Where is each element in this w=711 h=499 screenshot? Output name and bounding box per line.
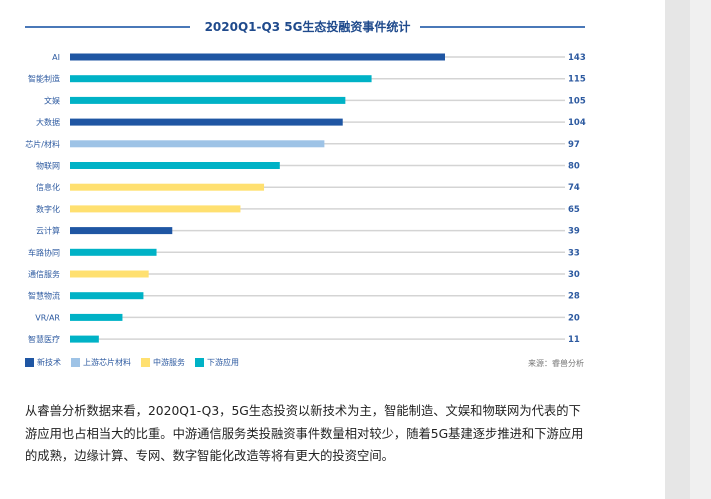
value-label: 28 [568, 292, 580, 302]
legend-swatch [71, 358, 80, 367]
legend-label: 中游服务 [153, 358, 185, 367]
category-label: 智能制造 [28, 74, 60, 84]
category-label: VR/AR [35, 313, 60, 322]
bar [70, 96, 346, 104]
category-label: 智慧物流 [28, 291, 60, 301]
source-note: 来源：睿兽分析 [528, 359, 584, 368]
bar [70, 335, 99, 343]
bar [70, 118, 343, 126]
category-label: 大数据 [36, 117, 60, 127]
category-label: 通信服务 [28, 269, 60, 279]
legend-swatch [141, 358, 150, 367]
chart-title: 2020Q1-Q3 5G生态投融资事件统计 [204, 20, 411, 34]
scroll-gutter [665, 0, 690, 499]
bar [70, 140, 325, 148]
category-label: 物联网 [36, 161, 60, 171]
value-label: 33 [568, 248, 580, 258]
legend: 新技术 上游芯片材料 中游服务 下游应用 [25, 357, 239, 368]
legend-label: 上游芯片材料 [83, 358, 131, 367]
value-label: 74 [568, 183, 580, 193]
bar [70, 248, 157, 256]
category-label: AI [52, 53, 60, 62]
value-label: 104 [568, 118, 586, 128]
bar [70, 75, 372, 83]
legend-item: 上游芯片材料 [71, 357, 131, 368]
bar [70, 313, 123, 321]
legend-swatch [195, 358, 204, 367]
category-label: 芯片/材料 [25, 139, 60, 149]
title-rule-left [25, 26, 190, 28]
value-label: 115 [568, 75, 586, 85]
value-label: 80 [568, 162, 580, 172]
legend-item: 中游服务 [141, 357, 185, 368]
category-label: 数字化 [36, 204, 60, 214]
bar [70, 227, 173, 235]
value-label: 143 [568, 53, 586, 63]
legend-item: 新技术 [25, 357, 61, 368]
value-label: 97 [568, 140, 580, 150]
category-label: 云计算 [36, 226, 60, 236]
value-label: 30 [568, 270, 580, 280]
bar [70, 183, 265, 191]
bar [70, 205, 241, 213]
value-label: 20 [568, 313, 580, 323]
legend-label: 下游应用 [207, 358, 239, 367]
value-label: 39 [568, 227, 580, 237]
scrollbar-track[interactable] [690, 0, 711, 499]
bar [70, 270, 149, 278]
value-label: 105 [568, 96, 586, 106]
category-label: 智慧医疗 [28, 334, 60, 344]
title-rule-right [420, 26, 585, 28]
legend-item: 下游应用 [195, 357, 239, 368]
body-paragraph: 从睿兽分析数据来看，2020Q1-Q3，5G生态投资以新技术为主，智能制造、文娱… [25, 404, 584, 463]
category-label: 文娱 [44, 95, 60, 105]
category-label: 车路协同 [28, 247, 60, 257]
bar [70, 53, 445, 61]
legend-swatch [25, 358, 34, 367]
bar [70, 292, 144, 300]
category-label: 信息化 [36, 182, 60, 192]
value-label: 11 [568, 335, 580, 345]
bar [70, 162, 280, 169]
value-label: 65 [568, 205, 580, 215]
legend-label: 新技术 [37, 358, 61, 367]
